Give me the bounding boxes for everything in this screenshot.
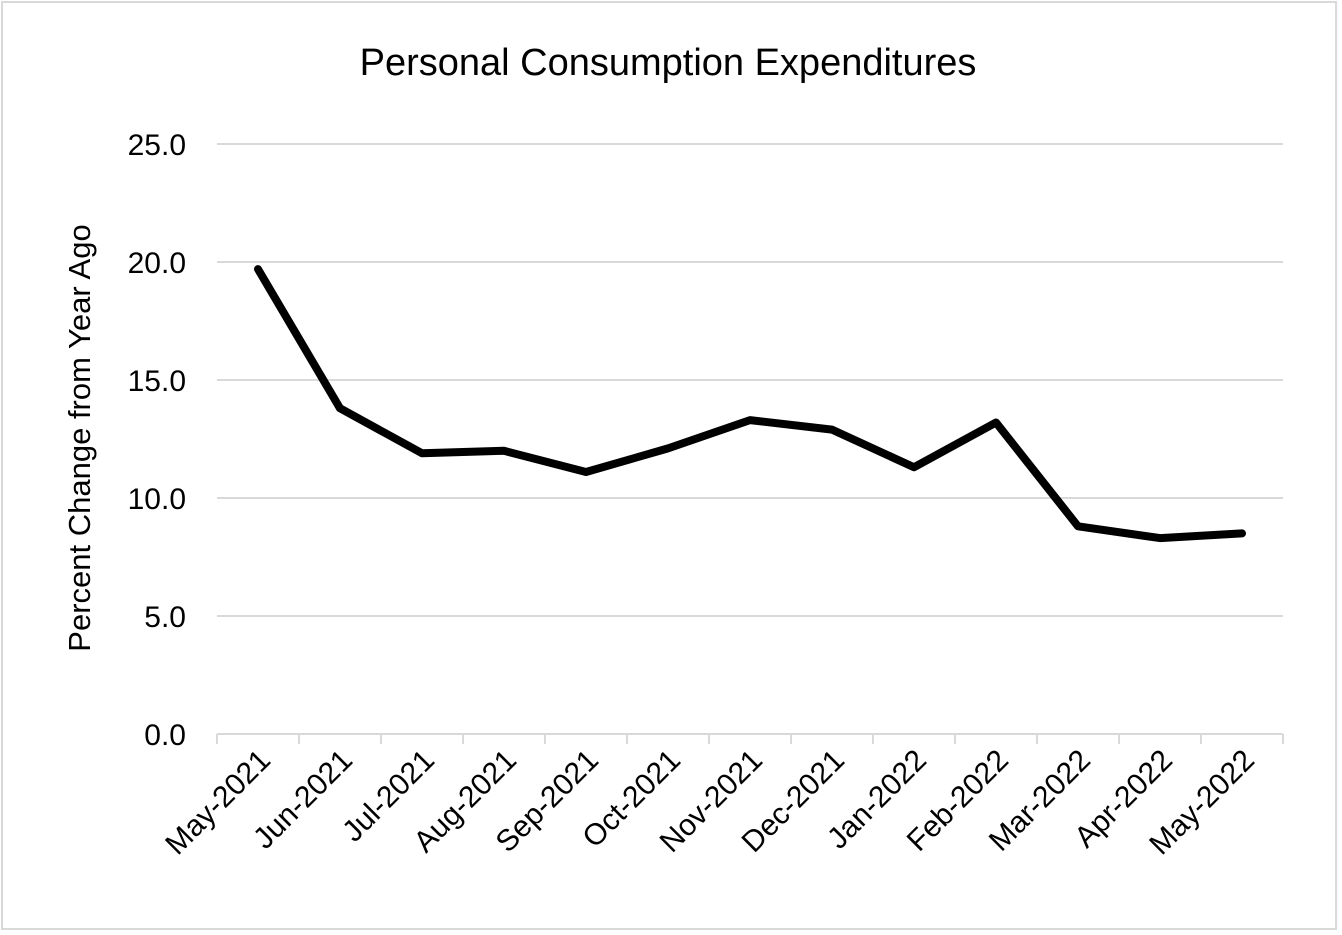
- x-axis: [216, 733, 1284, 744]
- x-axis-ticks: May-2021Jun-2021Jul-2021Aug-2021Sep-2021…: [159, 744, 1261, 862]
- data-point: [421, 452, 423, 454]
- data-point: [1159, 537, 1161, 539]
- y-tick-label: 15.0: [128, 365, 186, 398]
- chart-title: Personal Consumption Expenditures: [360, 42, 977, 84]
- data-point: [667, 447, 669, 449]
- y-axis-ticks: 0.0 5.0 10.0 15.0 20.0 25.0: [128, 129, 186, 752]
- y-tick-label: 25.0: [128, 129, 186, 162]
- y-tick-label: 0.0: [144, 719, 186, 752]
- y-axis-label: Percent Change from Year Ago: [62, 224, 97, 651]
- series-layer: [254, 265, 1246, 543]
- data-point: [585, 471, 587, 473]
- y-tick-label: 5.0: [144, 601, 186, 634]
- gridlines: [217, 143, 1283, 617]
- y-tick-label: 10.0: [128, 483, 186, 516]
- data-point: [257, 268, 259, 270]
- data-point: [913, 466, 915, 468]
- data-point: [749, 419, 751, 421]
- y-tick-label: 20.0: [128, 247, 186, 280]
- data-point: [831, 429, 833, 431]
- data-point: [1077, 525, 1079, 527]
- data-point: [503, 450, 505, 452]
- data-point: [995, 421, 997, 423]
- data-point: [339, 407, 341, 409]
- data-point: [1241, 532, 1243, 534]
